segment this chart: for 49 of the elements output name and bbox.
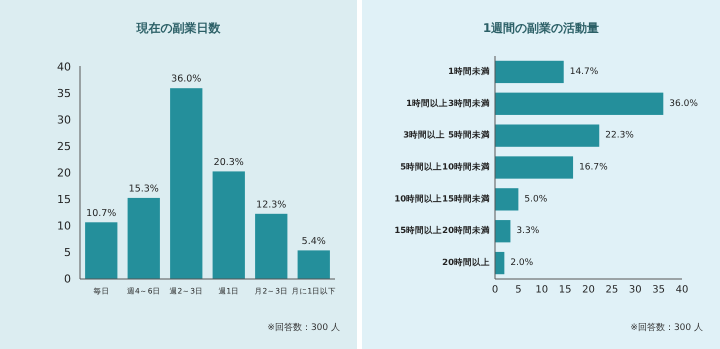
y-tick-label: 25 (57, 140, 71, 153)
y-tick-label: 0 (64, 272, 71, 286)
chart-title: 1週間の副業の活動量 (482, 21, 600, 35)
y-tick-label: 3時間以上 5時間未満 (403, 130, 490, 141)
chart-title: 現在の副業日数 (136, 21, 222, 35)
data-label: 36.0% (669, 98, 698, 109)
x-tick-label: 20 (582, 284, 595, 296)
x-tick-label: 25 (606, 284, 618, 296)
y-tick-label: 20時間以上 (442, 257, 490, 268)
data-label: 10.7% (86, 208, 116, 219)
data-label: 3.3% (516, 226, 540, 236)
text: ※回答数：300 人 (267, 322, 340, 333)
data-label: 22.3% (605, 130, 634, 141)
data-label: 14.7% (570, 66, 599, 77)
data-label: 36.0% (171, 74, 202, 85)
x-tick-label: 40 (676, 284, 688, 296)
x-tick-label: 10 (535, 284, 548, 296)
data-label: 15.3% (128, 183, 159, 194)
bar (495, 220, 510, 242)
y-tick-label: 30 (57, 114, 71, 126)
data-label: 20.3% (214, 156, 244, 168)
data-label: 2.0% (510, 258, 534, 268)
y-tick-label: 1時間未満 (448, 66, 490, 77)
bar (495, 188, 518, 211)
x-tick-label: 35 (652, 284, 665, 296)
y-tick-label: 35 (57, 87, 71, 100)
bar (495, 124, 600, 147)
x-tick-label: 5 (515, 284, 522, 296)
bar (495, 156, 574, 179)
data-label: 16.7% (579, 162, 608, 172)
text: ※回答数：300 人 (630, 322, 703, 333)
y-tick-label: 15時間以上20時間未満 (394, 225, 490, 236)
y-tick-label: 5時間以上10時間未満 (400, 162, 490, 172)
data-label: 5.4% (302, 236, 326, 247)
y-tick-label: 10時間以上15時間未満 (394, 193, 490, 204)
bar (495, 60, 564, 84)
data-label: 5.0% (524, 194, 548, 204)
y-tick-label: 40 (57, 60, 71, 74)
x-tick-label: 0 (492, 284, 498, 296)
y-tick-label: 15 (57, 193, 71, 206)
data-label: 12.3% (256, 199, 286, 210)
y-tick-label: 20 (57, 166, 71, 180)
bar (495, 252, 504, 274)
x-tick-label: 30 (628, 284, 642, 296)
y-tick-label: 10 (57, 220, 71, 232)
bar (495, 92, 664, 115)
x-tick-label: 15 (558, 284, 572, 296)
y-tick-label: 1時間以上3時間未満 (406, 98, 490, 109)
y-tick-label: 5 (64, 246, 71, 259)
